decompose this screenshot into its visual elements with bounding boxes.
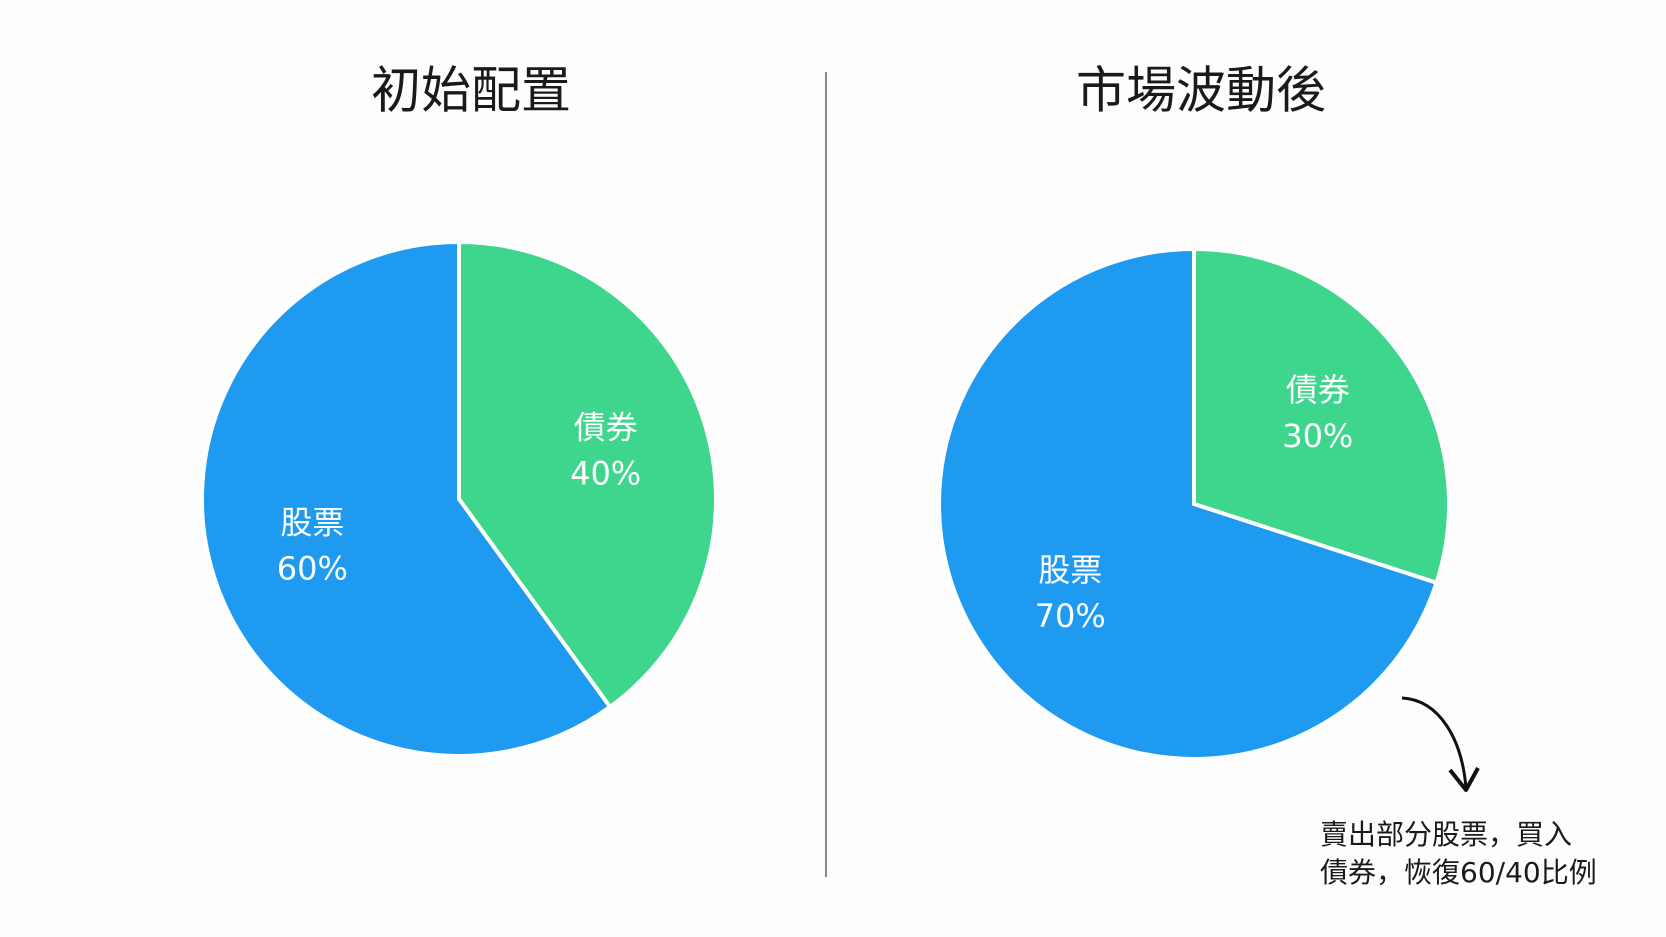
slice-category: 股票 [280, 504, 344, 542]
slice-value-label: 40% [570, 454, 641, 492]
chart-title: 市場波動後 [1076, 62, 1326, 120]
slice-value-label: 70% [1035, 597, 1106, 635]
chart-title: 初始配置 [371, 62, 571, 120]
pie-slice [200, 239, 613, 758]
pie-slice [457, 239, 718, 710]
pie-slice [937, 246, 1440, 761]
arrow [1401, 696, 1468, 789]
annotation: 債券，恢復60/40比例 [1320, 856, 1597, 889]
annotation: 賣出部分股票，買入 [1320, 818, 1572, 851]
slice-value-label: 60% [277, 550, 348, 588]
arrow-head [1448, 767, 1480, 792]
pie-slice [1192, 246, 1451, 586]
slice-category: 債券 [1286, 371, 1350, 409]
slice-category: 股票 [1038, 551, 1102, 589]
slice-value-label: 30% [1282, 417, 1353, 455]
slice-category: 債券 [574, 408, 638, 446]
